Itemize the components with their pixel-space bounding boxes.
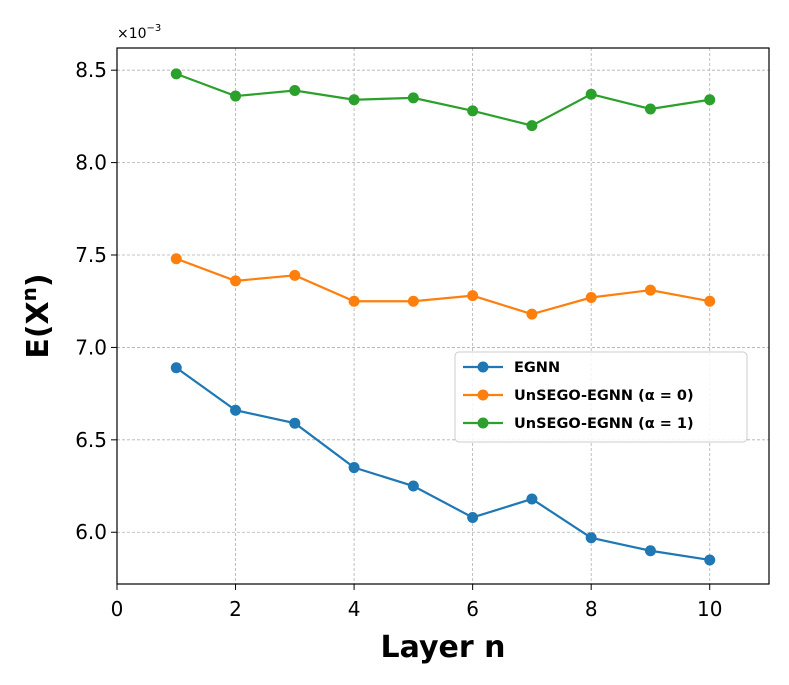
data-point (230, 275, 242, 287)
data-point (467, 290, 479, 302)
data-point (526, 493, 538, 505)
data-point (289, 85, 301, 97)
data-point (467, 105, 479, 117)
x-axis-ticks: 0 2 4 6 8 10 (111, 584, 722, 621)
y-tick-label: 6.5 (75, 428, 107, 452)
legend: EGNN UnSEGO-EGNN (α = 0) UnSEGO-EGNN (α = … (454, 351, 748, 443)
data-point (348, 94, 360, 106)
x-tick-label: 8 (585, 597, 598, 621)
data-point (467, 511, 479, 523)
data-point (407, 480, 419, 492)
y-axis-title: E(Xn) (17, 273, 56, 358)
data-point (704, 94, 716, 106)
data-series (170, 68, 716, 566)
data-point (704, 295, 716, 307)
plot-area-frame (116, 47, 770, 585)
y-scale-multiplier: ×10−3 (117, 23, 161, 42)
data-point (704, 554, 716, 566)
series-0 (170, 362, 716, 566)
data-point (407, 92, 419, 104)
data-point (348, 295, 360, 307)
data-point (526, 308, 538, 320)
legend-marker (477, 417, 489, 429)
data-point (644, 545, 656, 557)
data-point (289, 417, 301, 429)
x-tick-label: 0 (111, 597, 124, 621)
data-point (407, 295, 419, 307)
y-tick-label: 7.0 (75, 335, 107, 359)
x-tick-label: 10 (697, 597, 722, 621)
data-point (348, 462, 360, 474)
data-point (644, 103, 656, 115)
data-point (289, 269, 301, 281)
data-point (230, 404, 242, 416)
data-point (230, 90, 242, 102)
data-point (526, 120, 538, 132)
legend-marker (477, 389, 489, 401)
series-line (175, 72, 710, 127)
x-tick-label: 4 (348, 597, 361, 621)
data-point (170, 68, 182, 80)
legend-marker (477, 361, 489, 373)
data-point (585, 88, 597, 100)
y-tick-label: 8.0 (75, 151, 107, 175)
legend-box (454, 351, 748, 443)
data-point (170, 362, 182, 374)
y-tick-label: 6.0 (75, 520, 107, 544)
data-point (644, 284, 656, 296)
data-point (170, 253, 182, 265)
y-axis-ticks: 6.0 6.5 7.0 7.5 8.0 8.5 (75, 58, 117, 544)
data-point (585, 532, 597, 544)
legend-label: UnSEGO-EGNN (α = 0) (514, 388, 694, 404)
grid-lines (116, 48, 769, 584)
y-tick-label: 8.5 (75, 58, 107, 82)
x-tick-label: 2 (229, 597, 242, 621)
legend-label: EGNN (514, 360, 560, 376)
x-axis-title: Layer n (381, 630, 506, 665)
series-line (175, 257, 710, 316)
y-tick-label: 7.5 (75, 243, 107, 267)
x-tick-label: 6 (466, 597, 479, 621)
series-line (175, 366, 710, 562)
data-point (585, 292, 597, 304)
series-1 (170, 253, 716, 320)
legend-label: UnSEGO-EGNN (α = 1) (514, 416, 694, 432)
series-2 (170, 68, 716, 132)
